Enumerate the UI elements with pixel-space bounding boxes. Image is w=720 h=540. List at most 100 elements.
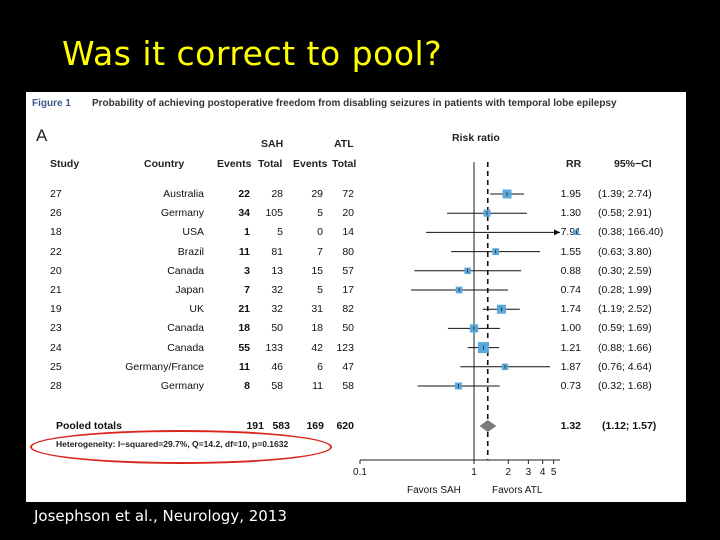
x-axis-tick-label: 0.1 <box>353 467 367 478</box>
cell-events-sah: 11 <box>238 245 250 258</box>
x-axis-tick-label: 1 <box>471 467 477 478</box>
cell-total-sah: 32 <box>271 284 283 296</box>
cell-study: 26 <box>50 207 62 220</box>
x-axis-tick-label: 4 <box>539 467 546 478</box>
col-rr: RR <box>566 158 582 170</box>
cell-study: 22 <box>50 245 62 258</box>
cell-study: 28 <box>50 380 62 392</box>
col-country: Country <box>144 158 185 170</box>
panel-label: A <box>36 126 48 145</box>
cell-total-atl: 50 <box>342 322 354 335</box>
cell-total-atl: 57 <box>342 264 354 277</box>
cell-country: Canada <box>167 341 204 354</box>
cell-study: 24 <box>50 341 62 354</box>
cell-rr: 1.87 <box>560 360 581 373</box>
col-events-sah: Events <box>217 158 252 170</box>
cell-ci: (0.30; 2.59) <box>598 264 652 277</box>
cell-total-sah: 5 <box>277 226 283 239</box>
cell-ci: (0.88; 1.66) <box>598 341 652 354</box>
favors-atl-label: Favors ATL <box>492 485 543 496</box>
cell-events-sah: 34 <box>238 207 250 220</box>
cell-total-atl: 20 <box>342 207 354 220</box>
cell-country: Canada <box>167 264 204 277</box>
cell-rr: 1.30 <box>560 207 581 220</box>
cell-country: USA <box>182 226 204 239</box>
cell-events-sah: 1 <box>244 226 250 239</box>
cell-rr: 1.21 <box>560 341 581 354</box>
cell-country: Germany <box>160 207 204 220</box>
pooled-diamond <box>479 420 497 432</box>
cell-country: Brazil <box>177 245 204 258</box>
cell-ci: (1.39; 2.74) <box>598 188 652 200</box>
figure-caption: Probability of achieving postoperative f… <box>92 98 617 109</box>
cell-events-atl: 11 <box>312 380 323 392</box>
cell-events-sah: 8 <box>244 380 250 392</box>
cell-ci: (0.28; 1.99) <box>598 284 652 296</box>
cell-country: Canada <box>167 322 204 335</box>
pooled-rr: 1.32 <box>560 420 581 432</box>
cell-study: 25 <box>50 360 62 373</box>
pooled-events-atl: 169 <box>306 420 324 432</box>
citation: Josephson et al., Neurology, 2013 <box>34 507 287 525</box>
cell-ci: (0.38; 166.40) <box>598 226 664 239</box>
cell-events-sah: 22 <box>238 188 250 200</box>
cell-study: 18 <box>50 226 62 239</box>
cell-events-atl: 18 <box>311 322 323 335</box>
cell-total-sah: 81 <box>271 245 283 258</box>
col-total-atl: Total <box>332 158 357 170</box>
forest-plot-graphic <box>359 162 579 464</box>
cell-events-sah: 11 <box>238 360 250 373</box>
favors-sah-label: Favors SAH <box>407 485 461 496</box>
col-events-atl: Events <box>293 158 328 170</box>
ci-arrow <box>554 229 560 236</box>
col-study: Study <box>50 158 80 170</box>
cell-events-atl: 6 <box>317 360 323 373</box>
cell-rr: 1.74 <box>560 303 581 316</box>
cell-country: Germany/France <box>125 360 204 373</box>
forest-plot-figure: Figure 1 Probability of achieving postop… <box>26 92 686 502</box>
risk-ratio-header: Risk ratio <box>452 132 500 144</box>
x-axis-tick-label: 5 <box>550 467 557 478</box>
cell-events-atl: 5 <box>317 207 323 220</box>
pooled-ci: (1.12; 1.57) <box>602 420 657 432</box>
cell-events-atl: 31 <box>311 303 323 316</box>
cell-events-sah: 7 <box>244 284 250 296</box>
cell-total-atl: 82 <box>342 303 354 316</box>
cell-ci: (0.59; 1.69) <box>598 322 652 335</box>
atl-header: ATL <box>334 138 354 150</box>
cell-events-atl: 5 <box>317 284 323 296</box>
cell-ci: (0.63; 3.80) <box>598 245 652 258</box>
cell-total-atl: 58 <box>342 380 354 392</box>
cell-events-atl: 0 <box>317 226 323 239</box>
cell-ci: (0.58; 2.91) <box>598 207 652 220</box>
cell-rr: 1.95 <box>560 188 581 200</box>
cell-total-atl: 80 <box>342 245 354 258</box>
pooled-events-sah: 191 <box>246 420 264 432</box>
slide-title: Was it correct to pool? <box>62 34 443 73</box>
cell-study: 19 <box>50 303 62 316</box>
col-ci: 95%−CI <box>614 158 652 170</box>
cell-total-sah: 133 <box>265 341 283 354</box>
cell-rr: 0.73 <box>560 380 581 392</box>
cell-total-atl: 17 <box>342 284 354 296</box>
cell-study: 23 <box>50 322 62 335</box>
cell-country: Japan <box>175 284 204 296</box>
cell-total-atl: 123 <box>336 341 354 354</box>
cell-rr: 0.88 <box>560 264 581 277</box>
cell-total-sah: 58 <box>271 380 283 392</box>
cell-rr: 1.55 <box>560 245 581 258</box>
pooled-total-sah: 583 <box>272 420 290 432</box>
cell-rr: 0.74 <box>560 284 581 296</box>
cell-study: 27 <box>50 188 62 200</box>
cell-country: Germany <box>160 380 204 392</box>
cell-total-sah: 28 <box>271 188 283 200</box>
cell-total-atl: 14 <box>342 226 354 239</box>
cell-total-atl: 72 <box>342 188 354 200</box>
cell-total-sah: 32 <box>271 303 283 316</box>
cell-rr: 1.00 <box>560 322 581 335</box>
cell-total-atl: 47 <box>342 360 354 373</box>
cell-study: 20 <box>50 264 62 277</box>
cell-events-sah: 18 <box>238 322 250 335</box>
pooled-label: Pooled totals <box>56 420 122 432</box>
sah-header: SAH <box>261 138 284 150</box>
